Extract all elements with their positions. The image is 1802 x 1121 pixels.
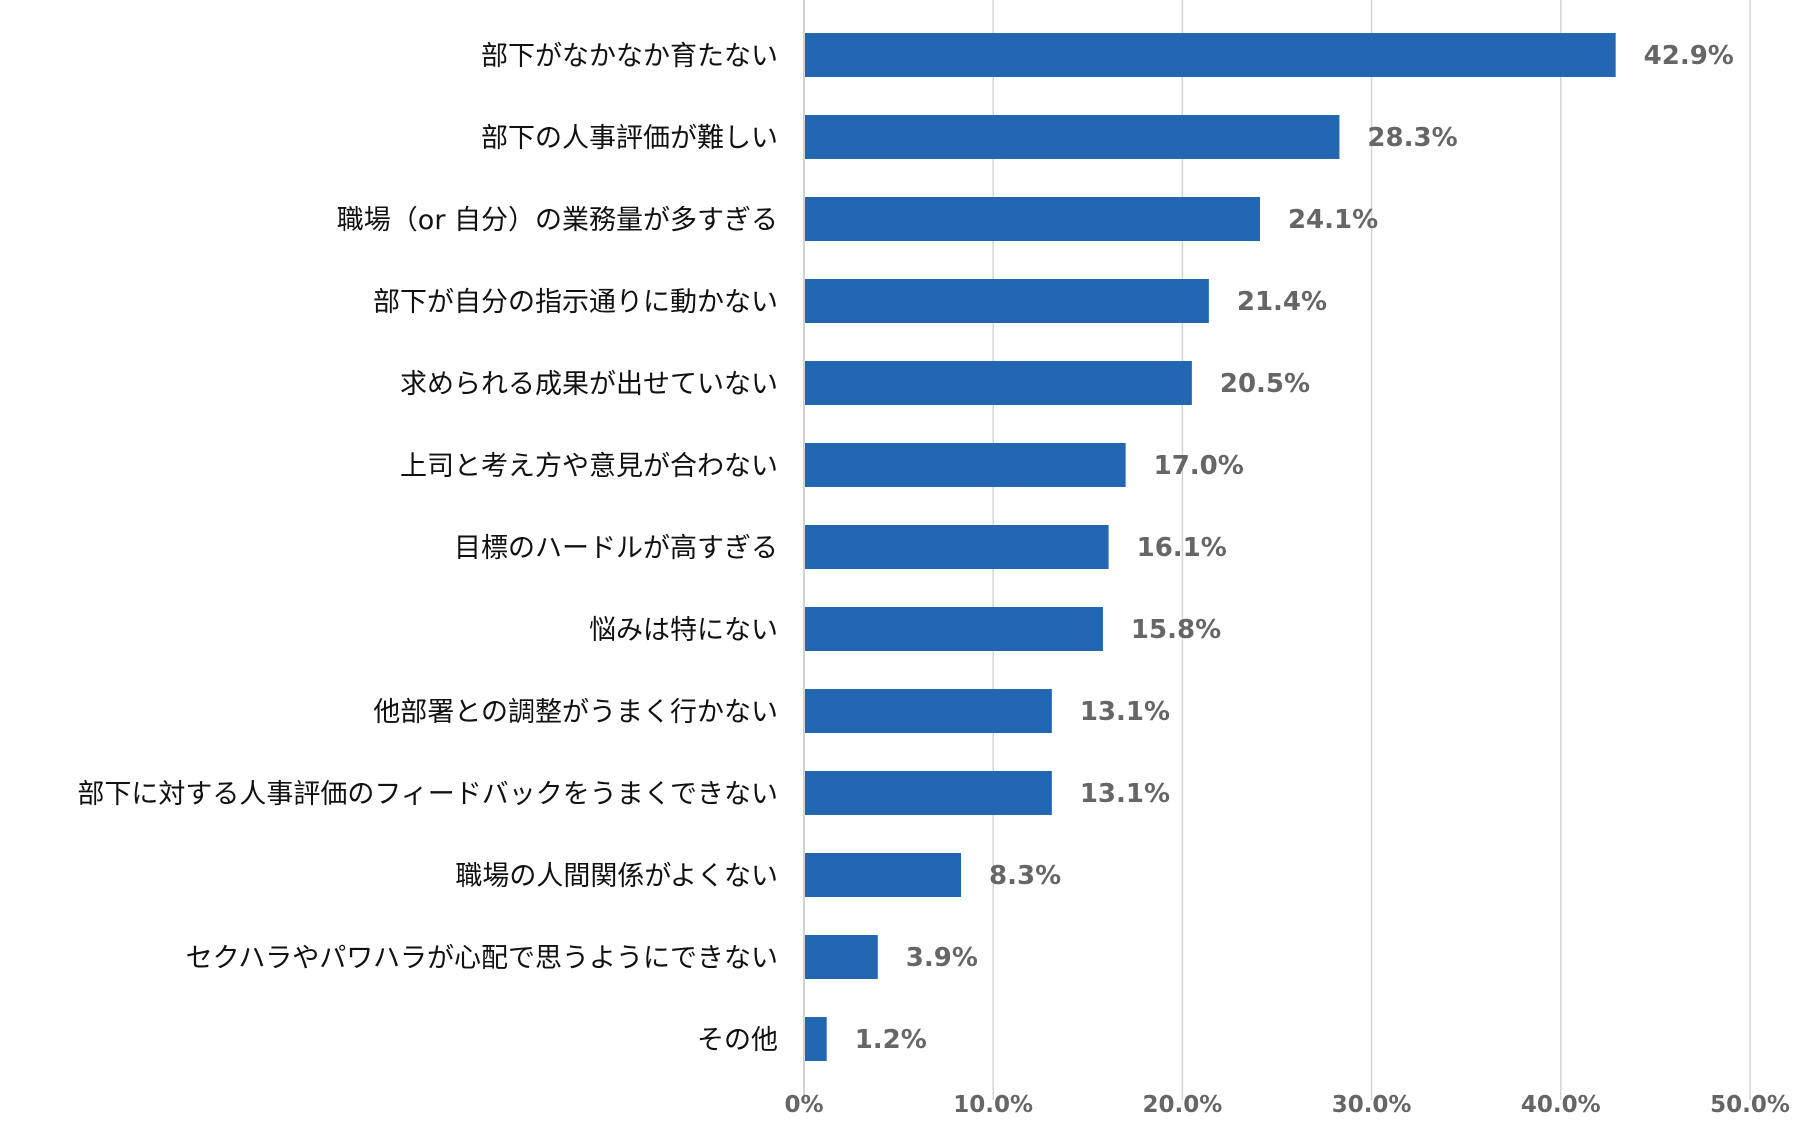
bar	[805, 1017, 827, 1061]
label-layer: 部下がなかなか育たない 42.9% 部下の人事評価が難しい 28.3% 職場（or 自分…	[77, 41, 1734, 1056]
value-label: 21.4%	[1237, 287, 1327, 317]
bar	[805, 279, 1209, 323]
bar	[805, 115, 1340, 159]
bar	[805, 197, 1260, 241]
x-tick-label: 40.0%	[1521, 1092, 1601, 1118]
bar	[805, 361, 1192, 405]
category-label: セクハラやパワハラが心配で思うようにできない	[186, 943, 778, 974]
bar	[805, 771, 1052, 815]
category-label: 上司と考え方や意見が合わない	[400, 451, 778, 482]
bar	[805, 443, 1126, 487]
value-label: 24.1%	[1288, 205, 1378, 235]
grid-layer	[803, 0, 1751, 1100]
bar	[805, 689, 1052, 733]
bar-layer	[805, 33, 1616, 1061]
category-label: 部下の人事評価が難しい	[481, 123, 778, 154]
value-label: 28.3%	[1367, 123, 1457, 153]
value-label: 13.1%	[1080, 779, 1170, 809]
value-label: 13.1%	[1080, 697, 1170, 727]
x-tick-label: 10.0%	[953, 1092, 1033, 1118]
x-tick-label: 0%	[784, 1092, 823, 1118]
value-label: 15.8%	[1131, 615, 1221, 645]
x-tick-label: 30.0%	[1332, 1092, 1412, 1118]
value-label: 17.0%	[1154, 451, 1244, 481]
bar	[805, 33, 1616, 77]
value-label: 16.1%	[1137, 533, 1227, 563]
x-tick-label: 50.0%	[1710, 1092, 1790, 1118]
category-label: 部下に対する人事評価のフィードバックをうまくできない	[77, 779, 778, 810]
bar	[805, 853, 962, 897]
value-label: 8.3%	[989, 861, 1061, 891]
category-label: 求められる成果が出せていない	[400, 369, 778, 400]
category-label: 目標のハードルが高すぎる	[454, 533, 778, 564]
category-label: 部下がなかなか育たない	[481, 41, 778, 72]
value-label: 1.2%	[855, 1025, 927, 1055]
category-label: 職場（or 自分）の業務量が多すぎる	[337, 205, 778, 236]
category-label: 部下が自分の指示通りに動かない	[373, 287, 778, 318]
bar	[805, 935, 878, 979]
category-label: 職場の人間関係がよくない	[455, 861, 778, 892]
x-tick-label: 20.0%	[1143, 1092, 1223, 1118]
bar	[805, 607, 1103, 651]
value-label: 42.9%	[1644, 41, 1734, 71]
x-axis-ticks: 0% 10.0% 20.0% 30.0% 40.0% 50.0%	[784, 1092, 1789, 1118]
category-label: 悩みは特にない	[589, 615, 778, 646]
category-label: 他部署との調整がうまく行かない	[373, 697, 778, 728]
value-label: 3.9%	[906, 943, 978, 973]
value-label: 20.5%	[1220, 369, 1310, 399]
bar	[805, 525, 1109, 569]
category-label: その他	[697, 1025, 778, 1056]
